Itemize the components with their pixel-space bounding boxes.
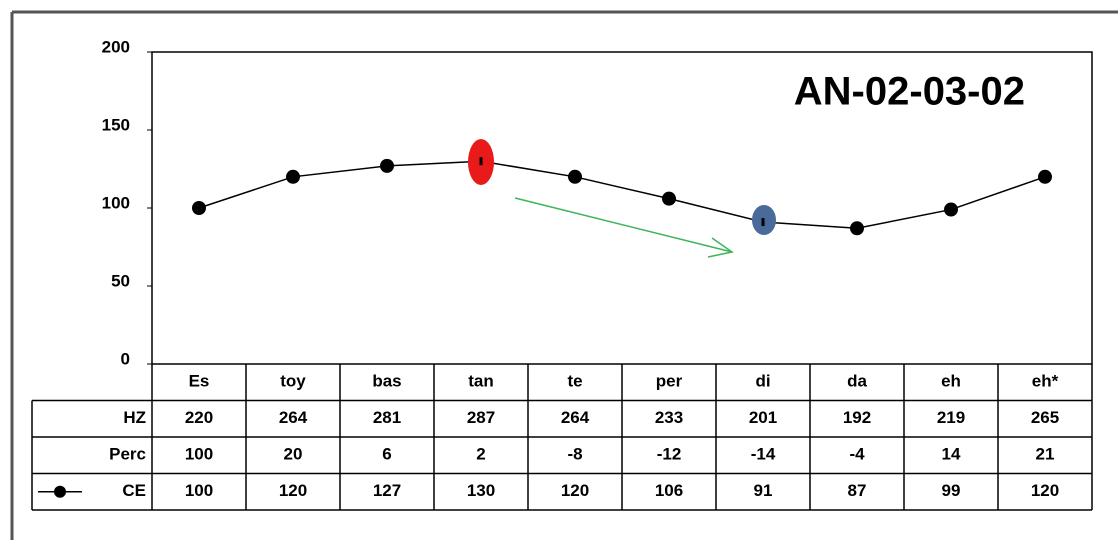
data-point <box>380 158 394 173</box>
data-point <box>850 221 864 236</box>
x-tick-label: eh* <box>1032 372 1059 391</box>
legend-label: CE <box>122 481 146 500</box>
data-point <box>286 169 300 184</box>
table-cell: -8 <box>567 445 582 464</box>
arrow <box>514 197 733 253</box>
table-cell: 99 <box>942 481 961 500</box>
x-tick-label: da <box>847 372 867 391</box>
x-tick-label: Es <box>189 372 210 391</box>
table-cell: 265 <box>1031 408 1059 427</box>
table-cell: 233 <box>655 408 683 427</box>
arrow-head <box>707 237 734 258</box>
table-cell: 100 <box>185 445 213 464</box>
row-label: HZ <box>123 408 146 427</box>
table-cell: 220 <box>185 408 213 427</box>
x-tick-label: per <box>656 372 683 391</box>
table-cell: 264 <box>561 408 590 427</box>
table-cell: 127 <box>373 481 401 500</box>
table-cell: 21 <box>1036 445 1055 464</box>
legend-marker <box>54 485 66 498</box>
table-cell: 120 <box>1031 481 1059 500</box>
table-cell: 120 <box>279 481 307 500</box>
x-tick-label: tan <box>468 372 494 391</box>
row-label: Perc <box>109 445 146 464</box>
table-cell: 201 <box>749 408 777 427</box>
y-tick-label: 150 <box>102 115 130 134</box>
series-line <box>198 160 1046 230</box>
table-cell: 20 <box>284 445 303 464</box>
table-cell: 287 <box>467 408 495 427</box>
table-cell: 219 <box>937 408 965 427</box>
x-tick-label: di <box>755 372 770 391</box>
x-tick-label: toy <box>280 372 306 391</box>
table-cell: 120 <box>561 481 589 500</box>
table-cell: 14 <box>942 445 961 464</box>
y-tick-label: 100 <box>102 193 130 212</box>
x-tick-label: eh <box>941 372 961 391</box>
y-tick-label: 50 <box>111 271 130 290</box>
table-cell: -12 <box>657 445 682 464</box>
data-point <box>944 202 958 217</box>
table-cell: 100 <box>185 481 213 500</box>
data-point <box>568 169 582 184</box>
table-cell: -14 <box>751 445 776 464</box>
table-cell: 281 <box>373 408 401 427</box>
table-cell: 91 <box>754 481 773 500</box>
annotation: AN-02-03-02 <box>794 70 1025 114</box>
table-cell: 106 <box>655 481 683 500</box>
data-point <box>662 191 676 206</box>
x-tick-label: bas <box>372 372 401 391</box>
y-tick-label: 0 <box>121 349 130 368</box>
table-cell: 264 <box>279 408 308 427</box>
data-point <box>192 201 206 215</box>
x-tick-label: te <box>567 372 582 391</box>
table-cell: 192 <box>843 408 871 427</box>
table-cell: 87 <box>848 481 867 500</box>
table-cell: -4 <box>849 445 865 464</box>
table-cell: 130 <box>467 481 495 500</box>
table-cell: 2 <box>476 445 485 464</box>
y-tick-label: 200 <box>102 37 130 56</box>
data-point <box>1038 169 1052 184</box>
table-cell: 6 <box>382 445 391 464</box>
